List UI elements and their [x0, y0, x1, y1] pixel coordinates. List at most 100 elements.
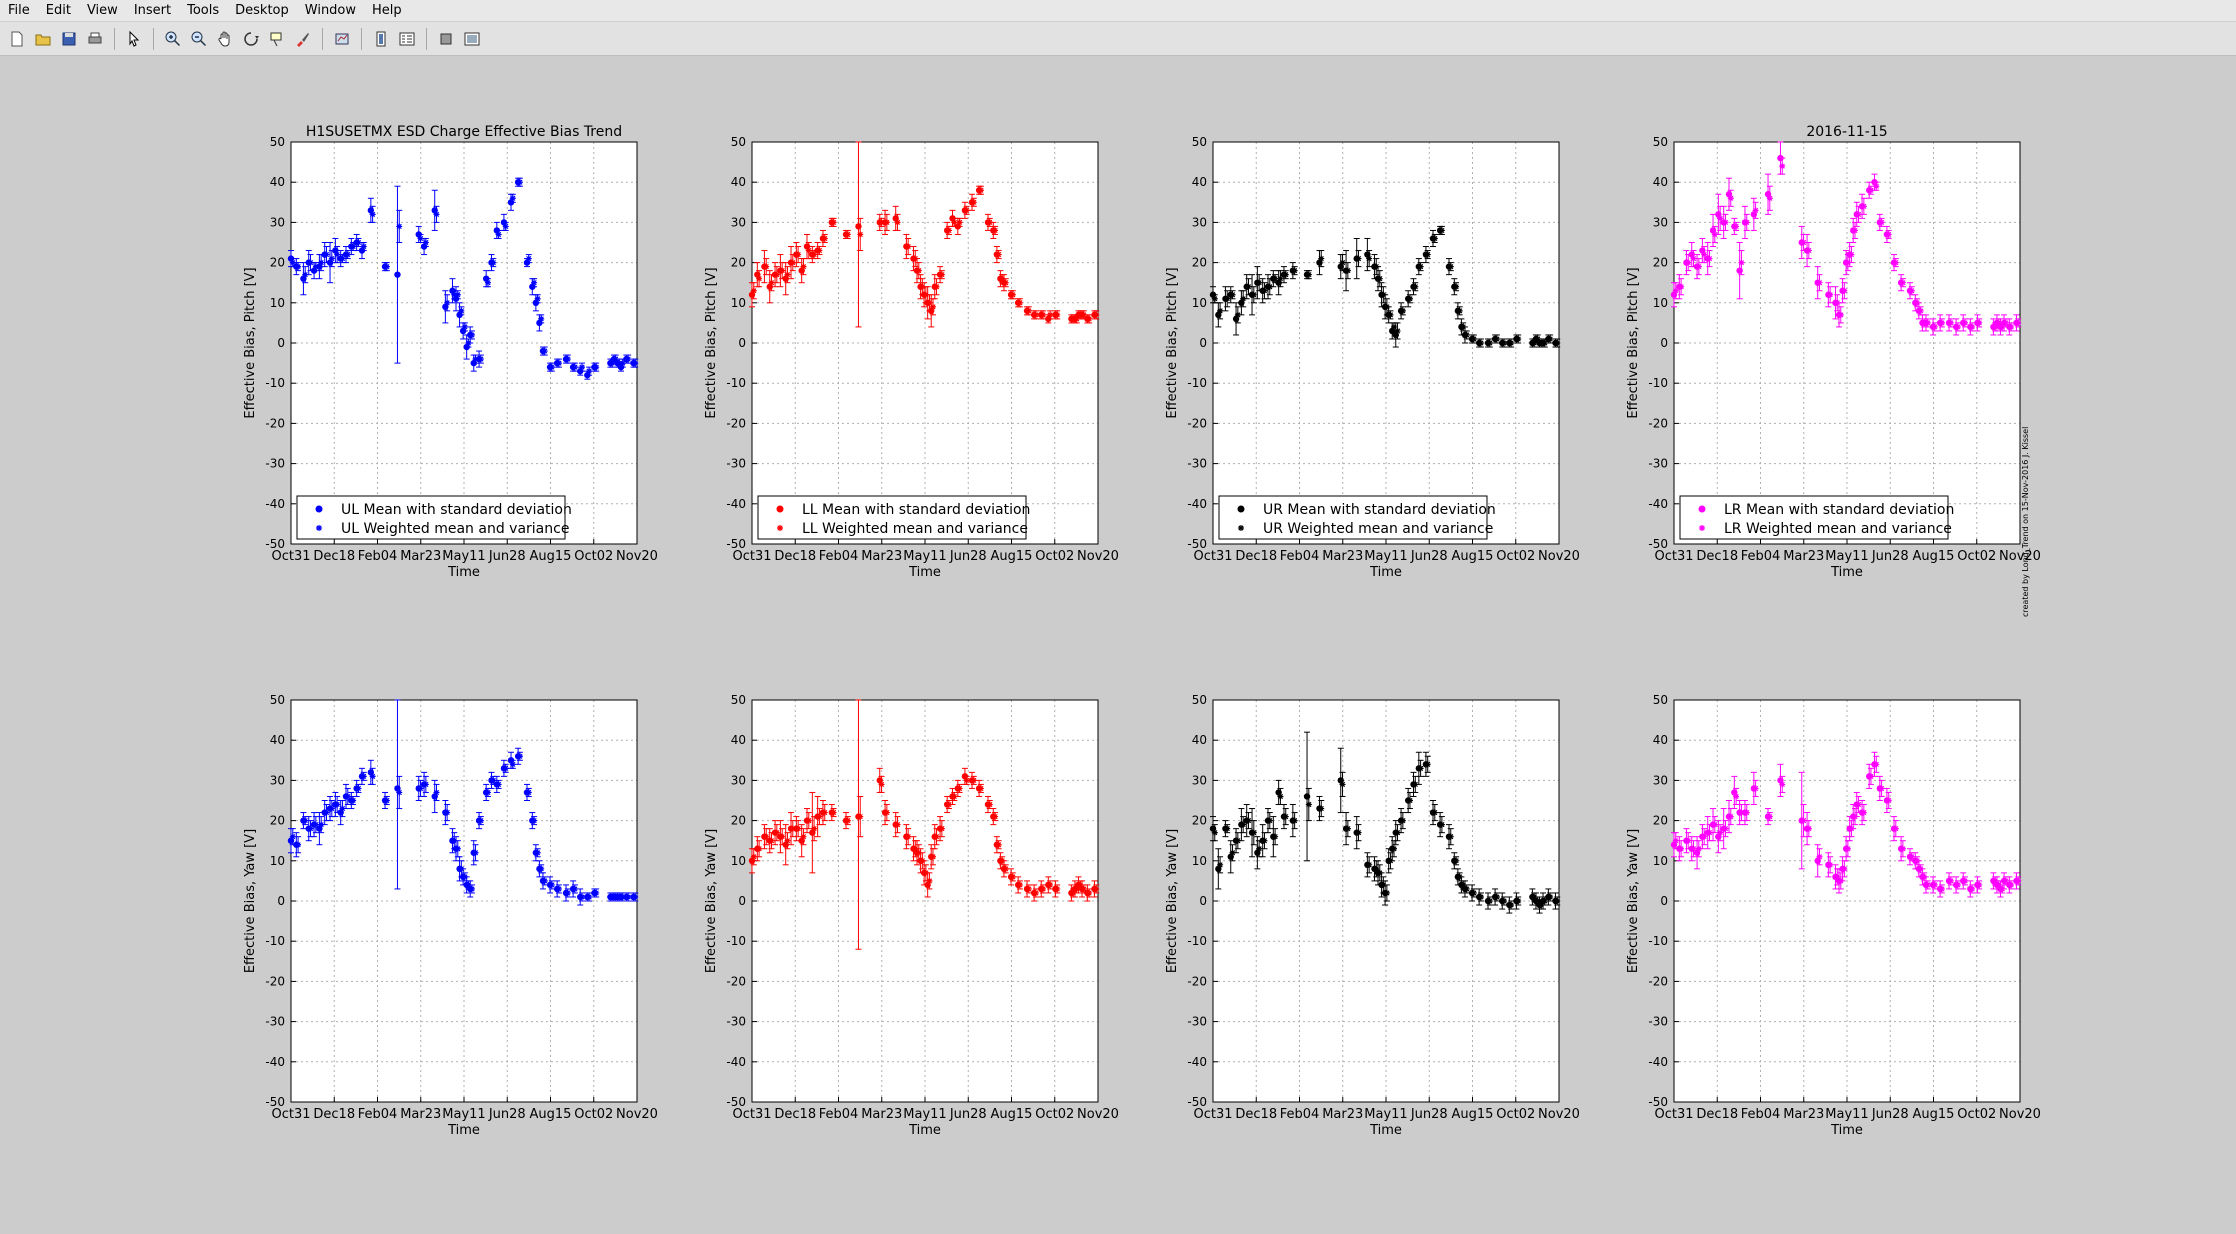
legend-marker [315, 505, 323, 513]
data-point [1722, 825, 1729, 832]
show-plot-tools-icon[interactable] [461, 28, 483, 50]
data-point [339, 255, 346, 262]
menu-view[interactable]: View [86, 3, 118, 18]
data-point [1399, 817, 1406, 824]
x-tick-label: Mar23 [400, 1107, 441, 1122]
data-point [1277, 793, 1284, 800]
x-tick-label: Dec18 [774, 549, 816, 564]
data-point [1827, 291, 1834, 298]
hide-plot-tools-icon[interactable] [435, 28, 457, 50]
x-tick-label: Feb04 [819, 1107, 859, 1122]
link-plot-icon[interactable] [331, 28, 353, 50]
data-point [632, 893, 639, 900]
data-point [1447, 263, 1454, 270]
y-tick-label: 40 [1653, 733, 1668, 747]
x-tick-label: Mar23 [861, 1107, 902, 1122]
x-tick-label: Oct02 [1957, 549, 1996, 564]
data-point [1394, 829, 1401, 836]
data-point [1256, 279, 1263, 286]
brush-icon[interactable] [292, 28, 314, 50]
data-point [1412, 781, 1419, 788]
data-point [451, 837, 458, 844]
data-point [318, 821, 325, 828]
x-tick-label: Nov20 [616, 1107, 658, 1122]
data-point [1016, 299, 1023, 306]
data-point [383, 263, 390, 270]
data-cursor-icon[interactable] [266, 28, 288, 50]
y-tick-label: -20 [265, 416, 285, 430]
data-point [977, 187, 984, 194]
menu-help[interactable]: Help [372, 3, 402, 18]
data-point [763, 263, 770, 270]
y-tick-label: -20 [1648, 974, 1668, 988]
menu-file[interactable]: File [8, 3, 30, 18]
data-point [1547, 335, 1554, 342]
data-point [1738, 259, 1745, 266]
data-point [396, 789, 403, 796]
data-point [999, 857, 1006, 864]
zoom-out-icon[interactable] [188, 28, 210, 50]
menu-edit[interactable]: Edit [45, 3, 71, 18]
menu-window[interactable]: Window [304, 3, 357, 18]
y-tick-label: -10 [726, 376, 746, 390]
data-point [929, 303, 936, 310]
y-tick-label: -30 [726, 457, 746, 471]
rotate-3d-icon[interactable] [240, 28, 262, 50]
y-tick-label: 0 [277, 894, 285, 908]
data-point [307, 259, 314, 266]
data-point [586, 368, 593, 375]
data-point [857, 231, 864, 238]
data-point [531, 279, 538, 286]
data-point [578, 893, 585, 900]
data-point [1752, 207, 1759, 214]
data-point [1412, 283, 1419, 290]
data-point [779, 833, 786, 840]
y-tick-label: -10 [1187, 934, 1207, 948]
zoom-in-icon[interactable] [162, 28, 184, 50]
data-point [768, 837, 775, 844]
data-point [1848, 825, 1855, 832]
x-tick-label: Aug15 [991, 1107, 1033, 1122]
y-tick-label: -50 [726, 1095, 746, 1109]
data-point [461, 873, 468, 880]
pan-hand-icon[interactable] [214, 28, 236, 50]
menu-desktop[interactable]: Desktop [235, 3, 289, 18]
data-point [1318, 255, 1325, 262]
colorbar-icon[interactable] [370, 28, 392, 50]
data-point [1047, 881, 1054, 888]
data-point [1417, 263, 1424, 270]
x-tick-label: Jun28 [1871, 549, 1909, 564]
menu-insert[interactable]: Insert [133, 3, 172, 18]
data-point [355, 785, 362, 792]
data-point [800, 263, 807, 270]
x-tick-label: Dec18 [1696, 549, 1738, 564]
x-tick-label: Aug15 [1452, 1107, 1494, 1122]
data-point [516, 753, 523, 760]
y-tick-label: 10 [270, 854, 285, 868]
save-icon[interactable] [58, 28, 80, 50]
toolbar-separator [426, 27, 427, 50]
select-arrow-icon[interactable] [123, 28, 145, 50]
data-point [1899, 279, 1906, 286]
data-point [1779, 163, 1786, 170]
data-point [417, 785, 424, 792]
new-figure-icon[interactable] [6, 28, 28, 50]
open-file-icon[interactable] [32, 28, 54, 50]
data-point [1733, 793, 1740, 800]
data-point [1470, 335, 1477, 342]
data-point [619, 360, 626, 367]
data-point [1969, 323, 1976, 330]
x-tick-label: Nov20 [1999, 549, 2041, 564]
data-point [1860, 809, 1867, 816]
x-tick-label: Aug15 [530, 549, 572, 564]
data-point [1860, 203, 1867, 210]
data-point [1025, 307, 1032, 314]
data-point [912, 845, 919, 852]
y-tick-label: 0 [1660, 894, 1668, 908]
legend-icon[interactable] [396, 28, 418, 50]
print-icon[interactable] [84, 28, 106, 50]
data-point [509, 761, 516, 768]
menu-tools[interactable]: Tools [187, 3, 220, 18]
data-point [1240, 821, 1247, 828]
data-point [525, 255, 532, 262]
